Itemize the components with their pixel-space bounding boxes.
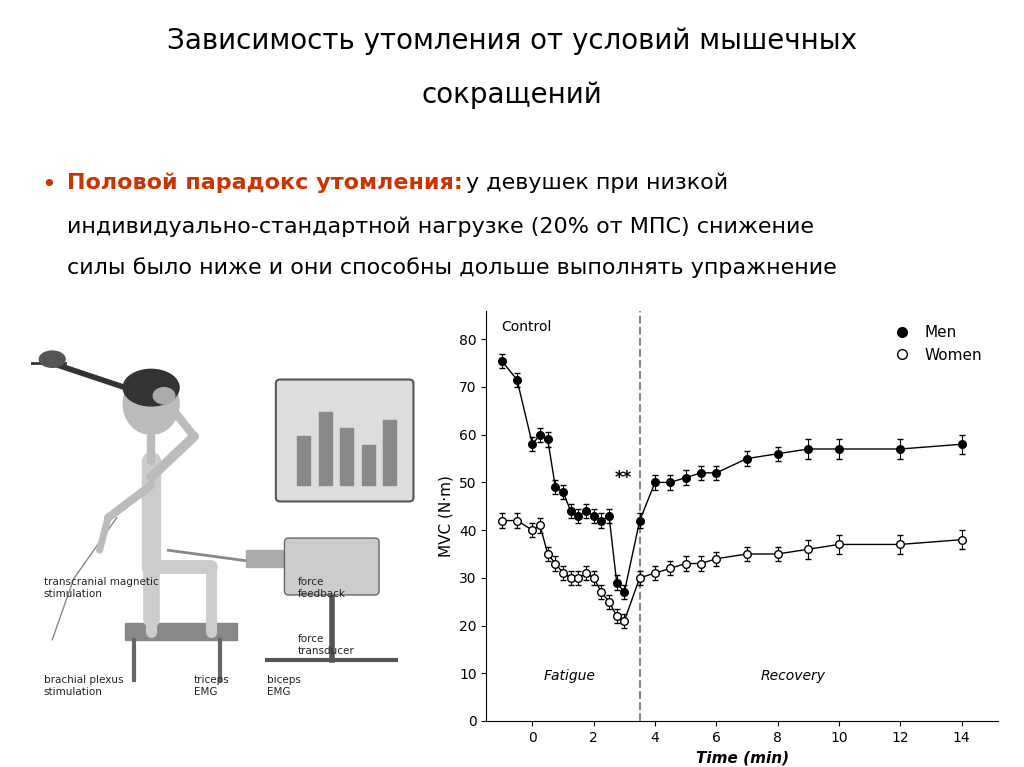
Text: **: ** xyxy=(615,469,633,486)
Text: Fatigue: Fatigue xyxy=(544,669,595,683)
Ellipse shape xyxy=(123,374,179,434)
Text: силы было ниже и они способны дольше выполнять упражнение: силы было ниже и они способны дольше вып… xyxy=(67,257,837,278)
Text: force
feedback: force feedback xyxy=(297,578,345,599)
Bar xyxy=(125,624,238,640)
Text: Зависимость утомления от условий мышечных: Зависимость утомления от условий мышечны… xyxy=(167,27,857,55)
Text: Половой парадокс утомления:: Половой парадокс утомления: xyxy=(67,173,462,193)
FancyBboxPatch shape xyxy=(275,380,414,502)
Bar xyxy=(246,550,297,567)
Text: Recovery: Recovery xyxy=(761,669,825,683)
Text: biceps
EMG: biceps EMG xyxy=(267,675,301,696)
Text: индивидуально-стандартной нагрузке (20% от МПС) снижение: индивидуально-стандартной нагрузке (20% … xyxy=(67,216,813,237)
Bar xyxy=(340,428,353,486)
Ellipse shape xyxy=(123,370,179,406)
Text: transcranial magnetic
stimulation: transcranial magnetic stimulation xyxy=(44,578,159,599)
Legend: Men, Women: Men, Women xyxy=(880,319,988,369)
Bar xyxy=(361,445,375,486)
Ellipse shape xyxy=(39,351,66,367)
Bar xyxy=(318,412,332,486)
Text: force
transducer: force transducer xyxy=(297,634,354,656)
Text: triceps
EMG: triceps EMG xyxy=(195,675,230,696)
FancyBboxPatch shape xyxy=(285,538,379,595)
Text: •: • xyxy=(41,173,55,196)
Text: сокращений: сокращений xyxy=(422,81,602,109)
Text: Control: Control xyxy=(502,320,552,334)
Ellipse shape xyxy=(154,387,175,404)
Bar xyxy=(297,436,310,486)
Text: у девушек при низкой: у девушек при низкой xyxy=(466,173,728,193)
Text: brachial plexus
stimulation: brachial plexus stimulation xyxy=(44,675,123,696)
Y-axis label: MVC (N·m): MVC (N·m) xyxy=(438,475,454,557)
X-axis label: Time (min): Time (min) xyxy=(696,750,788,765)
Bar xyxy=(383,420,396,486)
